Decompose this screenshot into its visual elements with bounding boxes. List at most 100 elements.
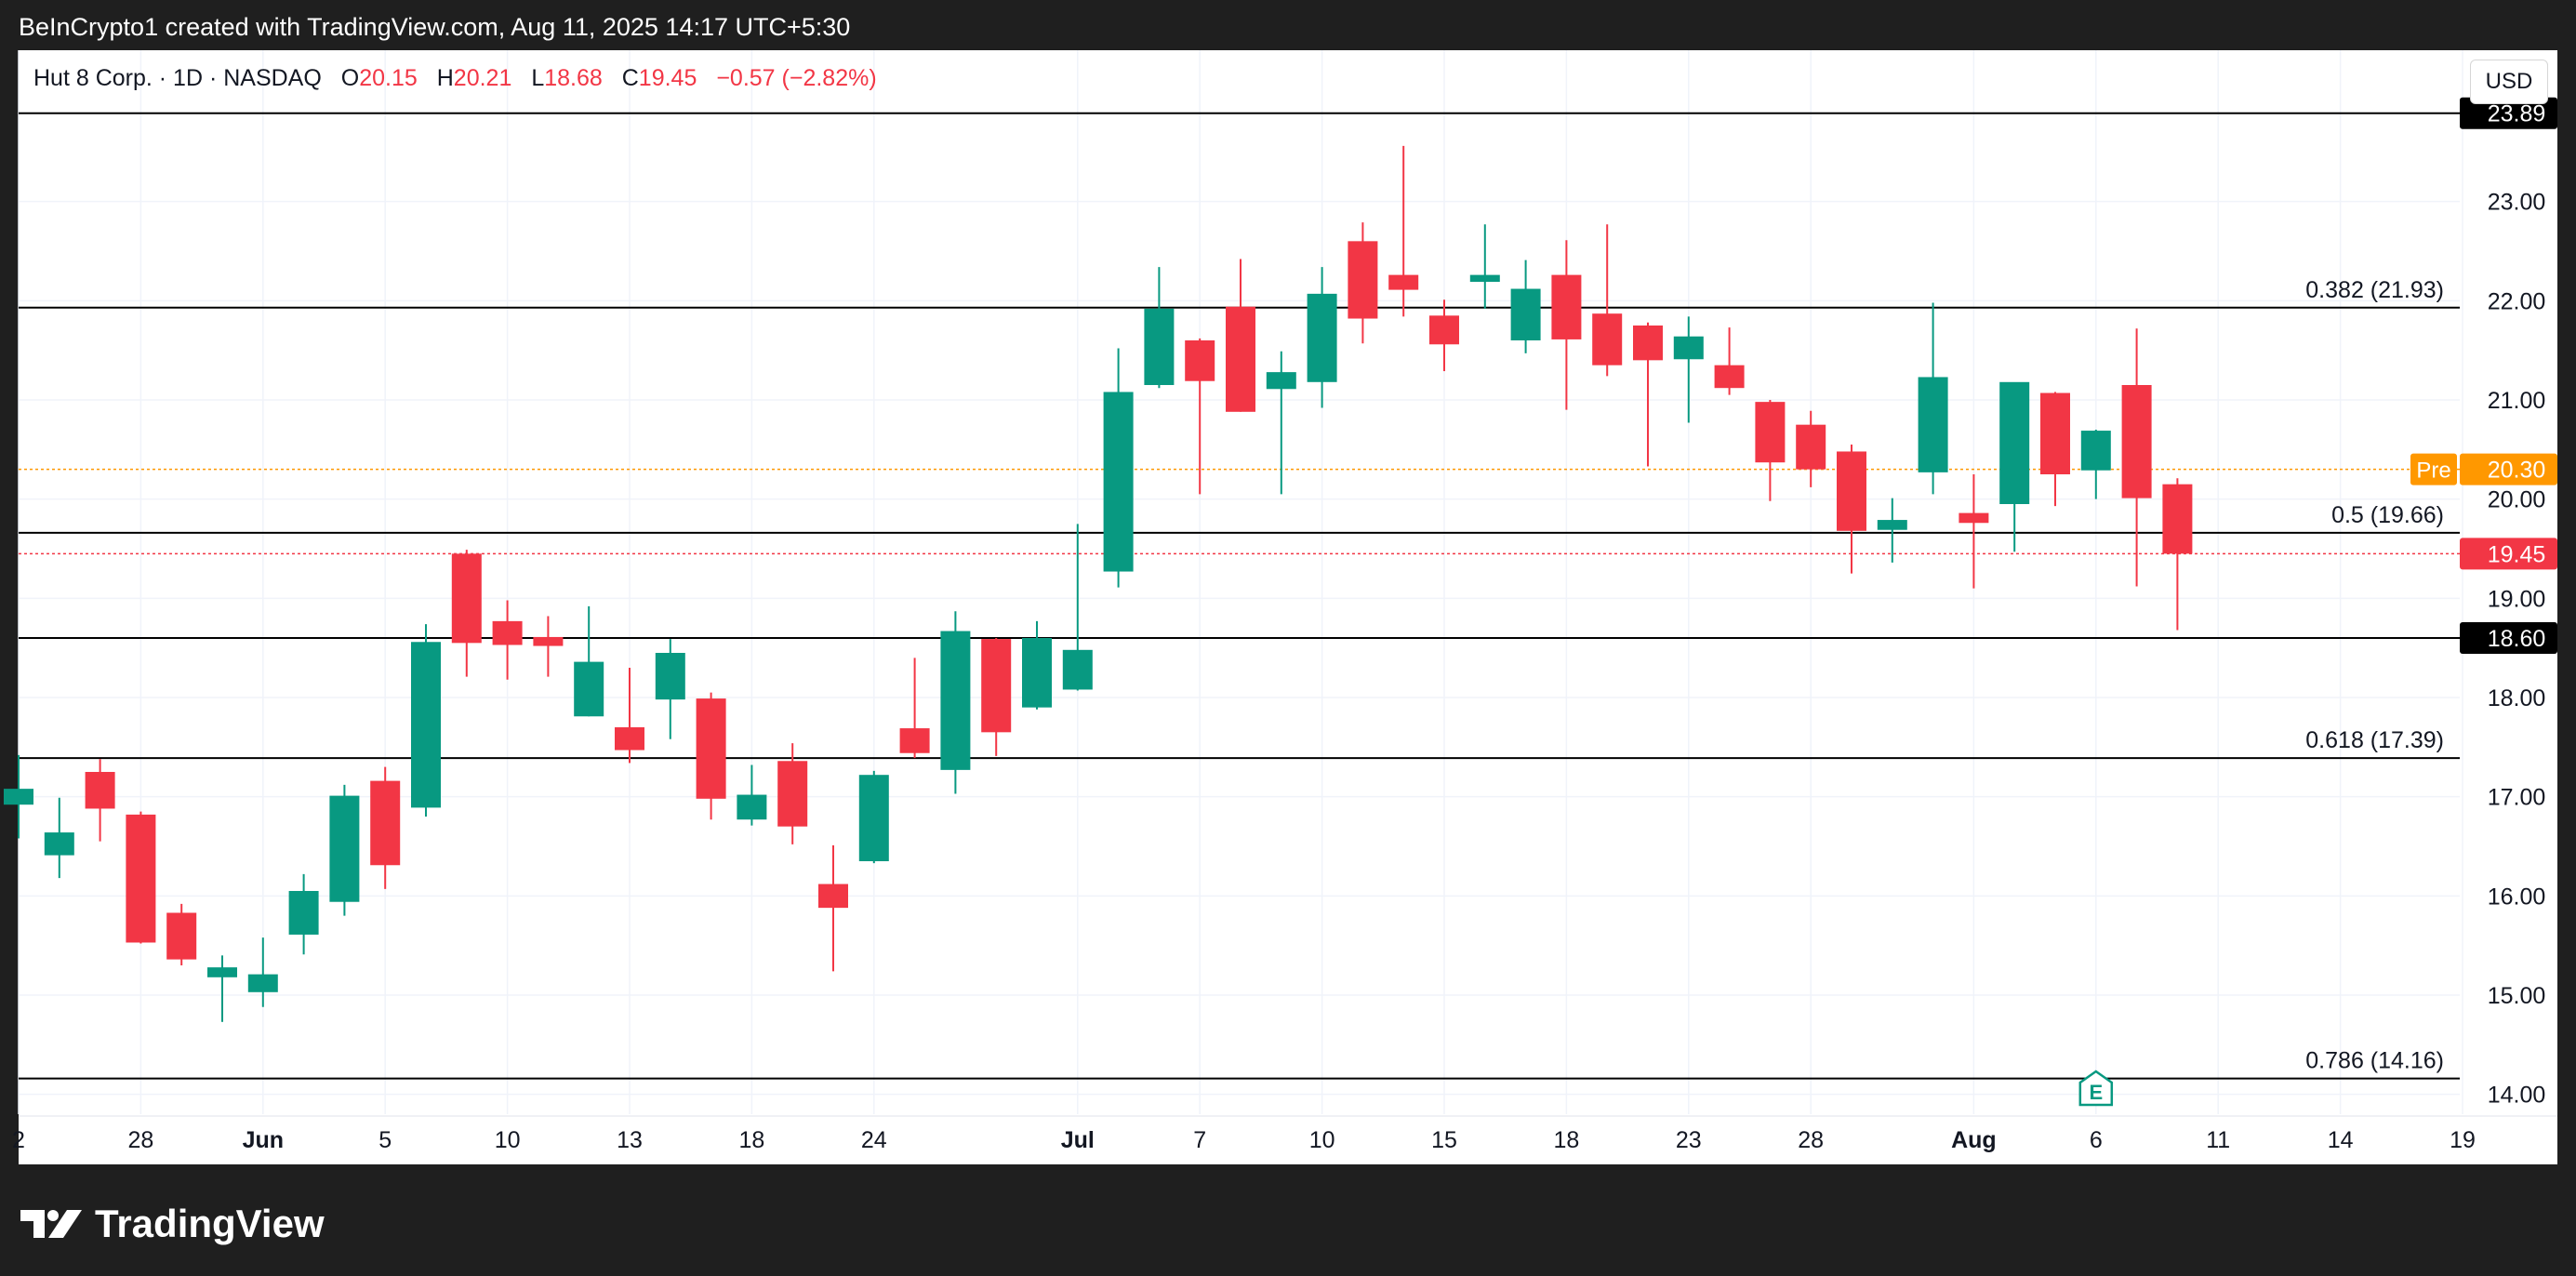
level-label: 0.786 (14.16) xyxy=(2305,1048,2444,1074)
price-tick-label: 20.00 xyxy=(2488,487,2546,513)
candle-up xyxy=(1144,308,1175,385)
candle-up xyxy=(288,891,319,935)
level-axis-tag: 18.60 xyxy=(2488,626,2546,652)
time-tick-label: 2 xyxy=(12,1127,25,1153)
candle-down xyxy=(1226,306,1255,412)
pre-market-price-tag: 20.30 xyxy=(2488,458,2546,484)
candle-down xyxy=(1551,274,1582,339)
time-tick-label: 28 xyxy=(127,1127,153,1153)
candle-down xyxy=(85,772,115,809)
candle-down xyxy=(615,727,644,751)
candle-up xyxy=(1999,381,2030,504)
candle-up xyxy=(411,642,441,808)
candle-up xyxy=(1673,336,1704,360)
currency-button[interactable]: USD xyxy=(2470,60,2548,104)
time-tick-label: Jun xyxy=(243,1127,284,1153)
candle-down xyxy=(533,636,564,646)
time-tick-label: 6 xyxy=(2090,1127,2103,1153)
time-tick-label: 13 xyxy=(617,1127,643,1153)
price-tick-label: 22.00 xyxy=(2488,288,2546,314)
open-label: O xyxy=(340,65,360,91)
candle-down xyxy=(166,912,197,960)
level-label: 0.382 (21.93) xyxy=(2305,277,2444,303)
time-tick-label: 10 xyxy=(1309,1127,1335,1153)
time-tick-label: Jul xyxy=(1061,1127,1095,1153)
low-label: L xyxy=(531,65,545,91)
candle-up xyxy=(1307,293,1337,382)
close-label: C xyxy=(621,65,639,91)
chart-panel xyxy=(19,50,2557,1164)
price-tick-label: 21.00 xyxy=(2488,388,2546,414)
candle-up xyxy=(737,794,767,820)
candle-down xyxy=(1388,274,1419,290)
candle-down xyxy=(451,553,482,644)
price-tick-label: 14.00 xyxy=(2488,1083,2546,1109)
level-label: 0.618 (17.39) xyxy=(2305,727,2444,753)
candle-up xyxy=(1918,377,1948,472)
candle-down xyxy=(1755,402,1786,463)
candle-down xyxy=(492,620,523,645)
candle-down xyxy=(2040,392,2070,474)
candle-up xyxy=(2080,431,2111,471)
high-value: 20.21 xyxy=(453,65,512,91)
candle-down xyxy=(2121,385,2152,498)
change-value: −0.57 (−2.82%) xyxy=(716,65,877,91)
high-label: H xyxy=(436,65,454,91)
candle-down xyxy=(1959,512,1989,524)
candle-down xyxy=(981,639,1012,733)
candle-up xyxy=(1022,638,1052,708)
time-tick-label: 14 xyxy=(2328,1127,2354,1153)
time-tick-label: 28 xyxy=(1798,1127,1824,1153)
candle-up xyxy=(247,974,278,992)
candle-up xyxy=(1510,288,1541,340)
candle-down xyxy=(1185,340,1215,381)
price-tick-label: 19.00 xyxy=(2488,586,2546,612)
candle-up xyxy=(44,832,74,856)
footer: TradingView xyxy=(0,1164,2576,1276)
candle-down xyxy=(696,698,726,799)
price-tick-label: 15.00 xyxy=(2488,983,2546,1009)
candle-down xyxy=(777,761,808,827)
price-tick-label: 16.00 xyxy=(2488,884,2546,910)
price-tick-label: 17.00 xyxy=(2488,785,2546,811)
close-value: 19.45 xyxy=(638,65,697,91)
level-axis-tag-bg xyxy=(2460,622,2557,654)
last-price-tag: 19.45 xyxy=(2488,541,2546,567)
candle-up xyxy=(940,631,971,770)
symbol-legend: Hut 8 Corp. · 1D · NASDAQ O20.15 H20.21 … xyxy=(33,65,877,92)
level-axis-tag-bg xyxy=(2460,97,2557,129)
candle-down xyxy=(1714,365,1745,389)
time-tick-label: 15 xyxy=(1431,1127,1457,1153)
candle-up xyxy=(574,661,604,717)
low-value: 18.68 xyxy=(544,65,603,91)
top-bar: BeInCrypto1 created with TradingView.com… xyxy=(0,0,2576,50)
candle-down xyxy=(126,814,156,943)
time-tick-label: 19 xyxy=(2450,1127,2476,1153)
tradingview-logo-icon xyxy=(20,1210,82,1238)
pre-market-price-tag-bg xyxy=(2460,453,2557,485)
time-tick-label: 5 xyxy=(378,1127,392,1153)
candle-down xyxy=(1348,241,1378,319)
candle-down xyxy=(899,728,930,753)
candle-up xyxy=(655,653,685,700)
candle-down xyxy=(1796,424,1826,470)
candle-down xyxy=(1633,326,1663,361)
open-value: 20.15 xyxy=(359,65,418,91)
brand-name: TradingView xyxy=(95,1202,325,1245)
candle-down xyxy=(1837,451,1866,531)
earnings-marker xyxy=(2078,1070,2114,1107)
level-label: 0.5 (19.66) xyxy=(2331,502,2444,528)
time-tick-label: 23 xyxy=(1676,1127,1702,1153)
candle-up xyxy=(207,967,237,977)
candle-down xyxy=(818,884,848,909)
candle-up xyxy=(858,775,889,861)
last-price-tag-bg xyxy=(2460,538,2557,570)
candle-up xyxy=(329,795,360,902)
chart-credit: BeInCrypto1 created with TradingView.com… xyxy=(19,13,851,41)
time-tick-label: 11 xyxy=(2206,1127,2230,1153)
tradingview-logo[interactable]: TradingView xyxy=(20,1202,325,1246)
time-tick-label: Aug xyxy=(1951,1127,1997,1153)
earnings-marker-label: E xyxy=(2089,1081,2103,1104)
symbol-name[interactable]: Hut 8 Corp. · 1D · NASDAQ xyxy=(33,65,322,91)
